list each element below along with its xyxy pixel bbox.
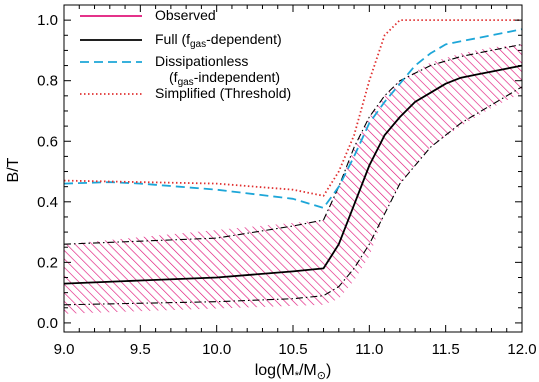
y-tick-label: 1.0 xyxy=(37,12,58,29)
legend-label: Simplified (Threshold) xyxy=(155,85,291,101)
y-axis-label: B/T xyxy=(5,157,22,182)
axis-ticks: 9.0 9.5 10.0 10.5 11.0 11.5 12.0 0.0 0.2 0.4 0.6 0.… xyxy=(37,5,537,358)
legend-label: Dissipationless xyxy=(155,53,248,69)
y-tick-label: 0.0 xyxy=(37,315,58,332)
legend-label-line2: (fgas-independent) xyxy=(169,69,280,88)
x-tick-label: 10.0 xyxy=(202,341,231,358)
legend: Observed Full (fgas-dependent) Dissipation… xyxy=(80,7,291,101)
x-axis-label: log(M*/M⊙) xyxy=(255,362,332,382)
x-tick-label: 11.5 xyxy=(432,341,460,358)
x-tick-label: 12.0 xyxy=(507,341,536,358)
observed-band xyxy=(64,44,522,314)
x-tick-label: 9.5 xyxy=(130,341,151,358)
series-line-0 xyxy=(64,64,522,285)
y-tick-label: 0.6 xyxy=(37,133,58,150)
plot-area xyxy=(64,19,522,314)
series-line-1 xyxy=(64,43,522,245)
y-tick-label: 0.4 xyxy=(37,194,58,211)
series-line-3 xyxy=(64,28,522,209)
x-tick-label: 10.5 xyxy=(278,341,307,358)
y-tick-label: 0.8 xyxy=(37,73,58,90)
series-line-2 xyxy=(64,86,522,306)
x-tick-label: 11.0 xyxy=(355,341,383,358)
y-tick-label: 0.2 xyxy=(37,254,58,271)
x-tick-label: 9.0 xyxy=(54,341,75,358)
legend-label: Full (fgas-dependent) xyxy=(155,31,282,50)
series-line-4 xyxy=(64,19,522,197)
legend-label: Observed xyxy=(155,7,216,23)
